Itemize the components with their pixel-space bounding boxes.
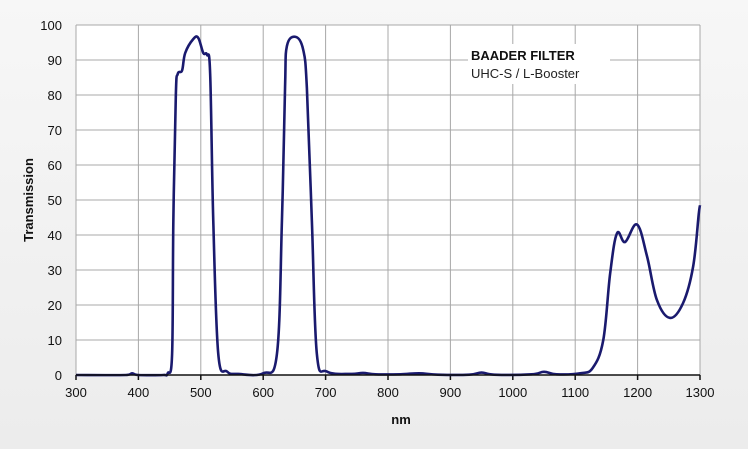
x-tick-label: 800 bbox=[377, 385, 399, 400]
y-tick-label: 100 bbox=[40, 18, 62, 33]
y-tick-label: 50 bbox=[48, 193, 62, 208]
y-axis-title: Transmission bbox=[21, 158, 36, 242]
y-tick-label: 20 bbox=[48, 298, 62, 313]
y-tick-label: 90 bbox=[48, 53, 62, 68]
y-tick-label: 10 bbox=[48, 333, 62, 348]
x-tick-label: 1200 bbox=[623, 385, 652, 400]
x-tick-label: 1000 bbox=[498, 385, 527, 400]
y-tick-label: 0 bbox=[55, 368, 62, 383]
x-tick-label: 700 bbox=[315, 385, 337, 400]
x-axis-title: nm bbox=[391, 412, 411, 427]
x-tick-label: 400 bbox=[128, 385, 150, 400]
grid bbox=[75, 24, 701, 380]
x-tick-label: 600 bbox=[252, 385, 274, 400]
annotation-box bbox=[468, 44, 610, 84]
y-tick-label: 30 bbox=[48, 263, 62, 278]
x-tick-label: 500 bbox=[190, 385, 212, 400]
transmission-curve bbox=[75, 35, 702, 377]
y-tick-label: 60 bbox=[48, 158, 62, 173]
x-tick-label: 300 bbox=[65, 385, 87, 400]
x-tick-label: 1100 bbox=[561, 385, 589, 400]
annotation-subtitle: UHC-S / L-Booster bbox=[471, 66, 580, 81]
x-tick-label: 900 bbox=[440, 385, 462, 400]
y-tick-label: 80 bbox=[48, 88, 62, 103]
x-tick-label: 1300 bbox=[686, 385, 715, 400]
y-tick-label: 70 bbox=[48, 123, 62, 138]
y-tick-label: 40 bbox=[48, 228, 62, 243]
annotation-title: BAADER FILTER bbox=[471, 48, 575, 63]
tick-labels: 300 400 500 600 700 800 900 1000 1100 1200 1300 0 10… bbox=[40, 18, 714, 400]
